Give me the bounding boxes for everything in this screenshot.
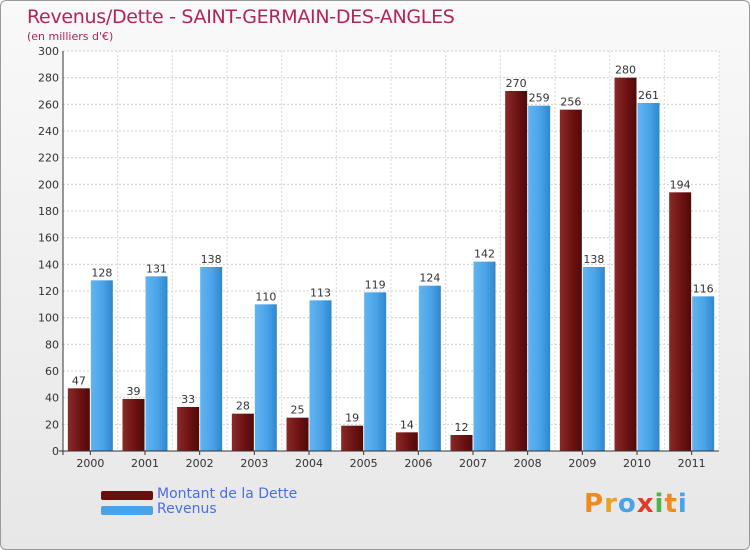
x-tick-label: 2000 <box>76 457 104 470</box>
y-tick-label: 60 <box>45 365 59 378</box>
data-label: 113 <box>310 286 331 299</box>
data-label: 14 <box>400 418 414 431</box>
bar-dette <box>67 388 90 451</box>
y-tick-label: 200 <box>38 178 59 191</box>
y-tick-label: 260 <box>38 98 59 111</box>
y-tick-label: 40 <box>45 392 59 405</box>
legend-swatch-dette <box>101 491 153 500</box>
x-tick-label: 2008 <box>514 457 542 470</box>
legend-label-dette: Montant de la Dette <box>157 486 298 502</box>
data-label: 138 <box>583 253 604 266</box>
proxiti-logo: Proxiti <box>584 489 688 519</box>
bar-dette <box>450 435 473 451</box>
y-tick-label: 100 <box>38 312 59 325</box>
data-label: 116 <box>693 282 714 295</box>
x-tick-label: 2003 <box>240 457 268 470</box>
bar-revenus <box>145 276 168 451</box>
y-tick-label: 0 <box>52 445 59 458</box>
data-label: 131 <box>146 262 167 275</box>
bar-revenus <box>200 267 223 451</box>
bar-dette <box>341 425 364 451</box>
legend-swatch-revenus <box>101 506 153 515</box>
bar-revenus <box>364 292 387 451</box>
data-label: 261 <box>638 89 659 102</box>
bar-dette <box>122 399 145 451</box>
y-tick-label: 300 <box>38 45 59 58</box>
bar-dette <box>559 109 582 452</box>
x-tick-label: 2006 <box>404 457 432 470</box>
bar-dette <box>286 417 309 451</box>
data-label: 280 <box>615 64 636 77</box>
bar-revenus <box>418 285 441 451</box>
bar-dette <box>505 91 528 451</box>
bar-dette <box>614 77 637 452</box>
bar-dette <box>177 407 200 451</box>
y-tick-label: 140 <box>38 258 59 271</box>
bar-revenus <box>637 103 660 451</box>
bar-dette <box>669 192 692 452</box>
logo-letter: i <box>654 489 665 519</box>
logo-letter: r <box>604 489 618 519</box>
data-label: 194 <box>670 178 691 191</box>
y-tick-label: 280 <box>38 72 59 85</box>
data-label: 33 <box>181 393 195 406</box>
data-label: 25 <box>291 404 305 417</box>
bar-revenus <box>528 105 551 452</box>
x-tick-label: 2011 <box>678 457 706 470</box>
bar-revenus <box>90 280 113 451</box>
y-tick-label: 120 <box>38 285 59 298</box>
y-tick-label: 160 <box>38 232 59 245</box>
data-label: 256 <box>560 96 581 109</box>
bar-revenus <box>582 267 605 451</box>
x-tick-label: 2005 <box>350 457 378 470</box>
y-tick-label: 80 <box>45 338 59 351</box>
legend-label-revenus: Revenus <box>157 501 217 517</box>
bar-revenus <box>309 300 332 451</box>
data-label: 12 <box>455 421 469 434</box>
x-tick-label: 2001 <box>131 457 159 470</box>
data-label: 128 <box>91 266 112 279</box>
logo-letter: o <box>617 489 637 519</box>
bar-revenus <box>254 304 277 451</box>
logo-letter: x <box>636 489 655 519</box>
logo-letter: t <box>664 489 678 519</box>
y-tick-label: 20 <box>45 418 59 431</box>
logo-letter: i <box>677 489 688 519</box>
x-tick-label: 2004 <box>295 457 323 470</box>
x-tick-label: 2007 <box>459 457 487 470</box>
chart-title: Revenus/Dette - SAINT-GERMAIN-DES-ANGLES <box>27 6 455 28</box>
y-tick-label: 180 <box>38 205 59 218</box>
data-label: 138 <box>201 253 222 266</box>
bar-revenus <box>473 261 496 451</box>
data-label: 39 <box>127 385 141 398</box>
data-label: 142 <box>474 248 495 261</box>
y-tick-label: 240 <box>38 125 59 138</box>
x-tick-label: 2010 <box>623 457 651 470</box>
chart-subtitle: (en milliers d'€) <box>27 30 114 43</box>
data-label: 28 <box>236 400 250 413</box>
data-label: 110 <box>255 290 276 303</box>
data-label: 270 <box>506 77 527 90</box>
x-tick-label: 2009 <box>568 457 596 470</box>
bar-dette <box>395 432 418 451</box>
data-label: 19 <box>345 412 359 425</box>
bar-revenus <box>692 296 715 451</box>
bar-dette <box>231 413 254 451</box>
y-tick-label: 220 <box>38 152 59 165</box>
data-label: 124 <box>419 272 440 285</box>
x-tick-label: 2002 <box>186 457 214 470</box>
data-label: 259 <box>529 92 550 105</box>
data-label: 47 <box>72 374 86 387</box>
logo-letter: P <box>584 489 605 519</box>
data-label: 119 <box>365 278 386 291</box>
